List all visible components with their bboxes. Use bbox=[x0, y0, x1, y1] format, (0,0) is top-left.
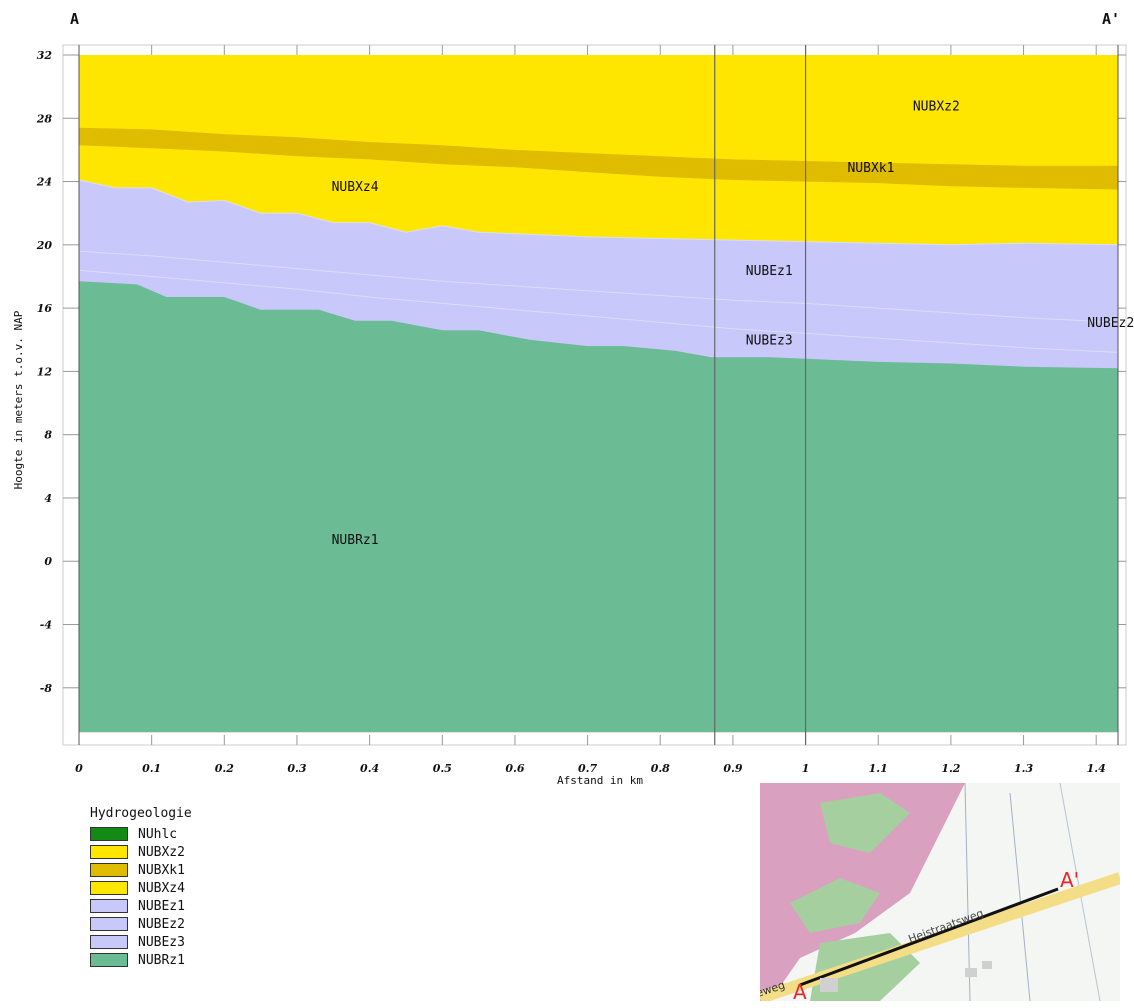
x-tick-label: 0.7 bbox=[578, 762, 597, 775]
x-tick-label: 1 bbox=[802, 762, 810, 775]
endpoint-a: A bbox=[70, 10, 79, 28]
forest-patch-2 bbox=[790, 878, 880, 933]
legend-swatch bbox=[90, 827, 128, 841]
x-tick-label: 0.6 bbox=[505, 762, 524, 775]
legend-label: NUBXk1 bbox=[138, 862, 185, 878]
y-tick-label: -4 bbox=[40, 619, 52, 632]
legend-swatch bbox=[90, 953, 128, 967]
boundary-nubez2 bbox=[78, 250, 1119, 323]
ditch-2 bbox=[1009, 792, 1031, 1001]
y-tick-label: 32 bbox=[37, 49, 53, 62]
layer-label: NUBRz1 bbox=[332, 533, 379, 548]
legend-swatch bbox=[90, 863, 128, 877]
legend-swatch bbox=[90, 881, 128, 895]
map-graphic: Heistraatsweg eweg A A' bbox=[760, 783, 1120, 1001]
axes: 0 0.1 0.2 0.3 0.4 0.5 0.6 0.7 0.8 0.9 1 1.1 1.2 1.3 1.… bbox=[36, 45, 1119, 775]
building-1 bbox=[965, 968, 977, 977]
x-tick-label: 0.3 bbox=[287, 762, 306, 775]
x-tick-label: 1.1 bbox=[869, 762, 888, 775]
y-tick-label: 0 bbox=[44, 555, 52, 568]
legend-label: NUBXz4 bbox=[138, 880, 185, 896]
section-markers bbox=[714, 45, 807, 745]
legend-swatch bbox=[90, 845, 128, 859]
legend-item: NUBEz2 bbox=[90, 915, 192, 933]
legend-item: NUBRz1 bbox=[90, 951, 192, 969]
y-tick-label: 8 bbox=[44, 429, 52, 442]
legend-label: NUBXz2 bbox=[138, 844, 185, 860]
y-tick-label: 16 bbox=[37, 302, 53, 315]
location-map: Heistraatsweg eweg A A' bbox=[760, 783, 1120, 1001]
building-2 bbox=[982, 961, 992, 969]
layer-label: NUBEz3 bbox=[746, 334, 793, 349]
forest-patch-1 bbox=[820, 793, 910, 853]
layer-label: NUBEz2 bbox=[1087, 316, 1134, 331]
legend-label: NUhlc bbox=[138, 826, 178, 842]
legend-label: NUBEz2 bbox=[138, 916, 185, 932]
layer-label: NUBXz4 bbox=[332, 180, 379, 195]
boundary-nubez1 bbox=[78, 179, 1119, 246]
y-tick-label: 28 bbox=[36, 112, 53, 125]
legend-label: NUBEz1 bbox=[138, 898, 185, 914]
y-tick-label: -8 bbox=[40, 682, 53, 695]
legend-label: NUBEz3 bbox=[138, 934, 185, 950]
legend-item: NUBXk1 bbox=[90, 861, 192, 879]
y-tick-label: 20 bbox=[36, 239, 53, 252]
layer-label: NUBXk1 bbox=[847, 161, 894, 176]
legend-label: NUBRz1 bbox=[138, 952, 185, 968]
ditch-1 bbox=[964, 783, 971, 1001]
legend-item: NUBEz1 bbox=[90, 897, 192, 915]
x-tick-label: 0.2 bbox=[215, 762, 234, 775]
y-tick-label: 24 bbox=[36, 176, 52, 189]
boundary-nubez3 bbox=[78, 269, 1119, 353]
x-tick-label: 0 bbox=[75, 762, 83, 775]
x-tick-label: 0.4 bbox=[360, 762, 379, 775]
x-tick-label: 1.4 bbox=[1087, 762, 1106, 775]
legend-items: NUhlc NUBXz2 NUBXk1 NUBXz4 NUBEz1 NUBEz2 NUBEz… bbox=[90, 825, 192, 969]
x-tick-label: 0.1 bbox=[142, 762, 161, 775]
cross-section-chart: NUBXz2 NUBXk1 NUBXz4 NUBEz1 NUBEz2 NUBEz3 NUBR… bbox=[12, 10, 1134, 785]
legend-item: NUhlc bbox=[90, 825, 192, 843]
marker-a: A bbox=[793, 980, 807, 1001]
layer-labels: NUBXz2 NUBXk1 NUBXz4 NUBEz1 NUBEz2 NUBEz3 NUBR… bbox=[332, 99, 1134, 547]
x-tick-label: 0.8 bbox=[651, 762, 670, 775]
marker-a-prime: A' bbox=[1060, 868, 1079, 892]
endpoint-a-prime: A' bbox=[1102, 10, 1120, 28]
y-tick-label: 12 bbox=[37, 365, 53, 378]
legend-item: NUBXz2 bbox=[90, 843, 192, 861]
x-tick-label: 0.5 bbox=[433, 762, 452, 775]
layer-label: NUBEz1 bbox=[746, 264, 793, 279]
section-line bbox=[799, 887, 1059, 987]
legend-swatch bbox=[90, 899, 128, 913]
x-tick-label: 1.3 bbox=[1014, 762, 1033, 775]
plot-frame bbox=[62, 44, 1127, 746]
building-3 bbox=[820, 978, 838, 992]
layer-nubrz1 bbox=[79, 281, 1118, 733]
y-axis-label: Hoogte in meters t.o.v. NAP bbox=[12, 310, 25, 489]
legend-title: Hydrogeologie bbox=[90, 806, 192, 821]
legend-item: NUBEz3 bbox=[90, 933, 192, 951]
x-tick-label: 0.9 bbox=[723, 762, 742, 775]
legend-item: NUBXz4 bbox=[90, 879, 192, 897]
hydro-layers bbox=[78, 55, 1119, 733]
legend: Hydrogeologie NUhlc NUBXz2 NUBXk1 NUBXz4 NUB… bbox=[90, 806, 192, 969]
layer-label: NUBXz2 bbox=[913, 99, 960, 114]
legend-swatch bbox=[90, 917, 128, 931]
y-tick-label: 4 bbox=[44, 492, 52, 505]
legend-swatch bbox=[90, 935, 128, 949]
x-axis-label: Afstand in km bbox=[557, 774, 643, 785]
x-tick-label: 1.2 bbox=[941, 762, 960, 775]
